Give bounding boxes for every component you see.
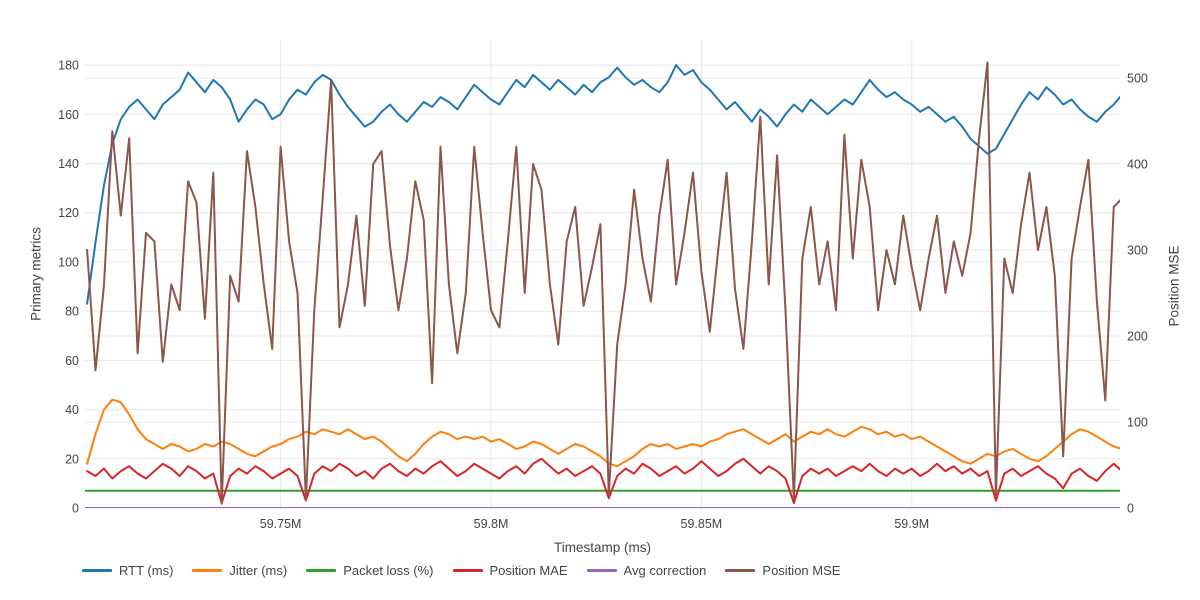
y-right-tick-label: 0 bbox=[1127, 502, 1134, 516]
legend-item-rtt-ms[interactable]: RTT (ms) bbox=[82, 563, 173, 578]
legend-item-position-mae[interactable]: Position MAE bbox=[452, 563, 568, 578]
legend-label: Position MAE bbox=[489, 563, 568, 578]
y-left-tick-label: 140 bbox=[58, 157, 79, 171]
y-left-tick-label: 180 bbox=[58, 59, 79, 73]
chart-legend: RTT (ms) Jitter (ms) Packet loss (%) Positi… bbox=[82, 563, 840, 578]
x-tick-label: 59.9M bbox=[894, 517, 929, 531]
x-tick-label: 59.75M bbox=[260, 517, 302, 531]
legend-item-jitter-ms[interactable]: Jitter (ms) bbox=[192, 563, 287, 578]
legend-line-swatch bbox=[725, 569, 756, 572]
series-line-position-mae bbox=[86, 457, 1120, 505]
y-right-tick-label: 100 bbox=[1127, 416, 1148, 430]
legend-item-packet-loss[interactable]: Packet loss (%) bbox=[306, 563, 434, 578]
legend-label: RTT (ms) bbox=[119, 563, 174, 578]
y-left-axis-title: Primary metrics bbox=[28, 227, 44, 321]
y-right-tick-label: 500 bbox=[1127, 72, 1148, 86]
legend-item-position-mse[interactable]: Position MSE bbox=[725, 563, 840, 578]
y-right-tick-label: 300 bbox=[1127, 244, 1148, 258]
y-left-tick-label: 0 bbox=[72, 502, 79, 516]
y-left-tick-label: 20 bbox=[65, 452, 79, 466]
series-line-rtt-ms bbox=[86, 64, 1120, 305]
y-left-tick-label: 160 bbox=[58, 108, 79, 122]
legend-line-swatch bbox=[306, 569, 337, 572]
y-left-tick-label: 100 bbox=[58, 255, 79, 269]
y-right-tick-label: 200 bbox=[1127, 330, 1148, 344]
legend-label: Packet loss (%) bbox=[343, 563, 434, 578]
legend-line-swatch bbox=[452, 569, 483, 572]
y-right-tick-label: 400 bbox=[1127, 158, 1148, 172]
y-right-axis-title: Position MSE bbox=[1166, 245, 1182, 327]
x-tick-label: 59.8M bbox=[474, 517, 509, 531]
series-line-jitter-ms bbox=[86, 398, 1120, 468]
legend-label: Position MSE bbox=[762, 563, 841, 578]
legend-item-avg-correction[interactable]: Avg correction bbox=[586, 563, 707, 578]
series-line-position-mse bbox=[86, 61, 1120, 505]
legend-line-swatch bbox=[82, 569, 112, 572]
legend-line-swatch bbox=[586, 569, 617, 572]
x-tick-label: 59.85M bbox=[681, 517, 723, 531]
y-left-tick-label: 120 bbox=[58, 206, 79, 220]
legend-line-swatch bbox=[192, 569, 223, 572]
y-left-tick-label: 60 bbox=[65, 354, 79, 368]
plot-area[interactable] bbox=[85, 40, 1120, 508]
x-axis-title: Timestamp (ms) bbox=[554, 540, 651, 555]
y-left-tick-label: 80 bbox=[65, 305, 79, 319]
legend-label: Jitter (ms) bbox=[229, 563, 288, 578]
y-left-tick-label: 40 bbox=[65, 403, 79, 417]
legend-label: Avg correction bbox=[623, 563, 707, 578]
tick-labels: 0 20 40 60 80 100 120 140 160 180 0 100 200 300 400 500… bbox=[58, 59, 1148, 531]
series-group bbox=[85, 61, 1120, 508]
